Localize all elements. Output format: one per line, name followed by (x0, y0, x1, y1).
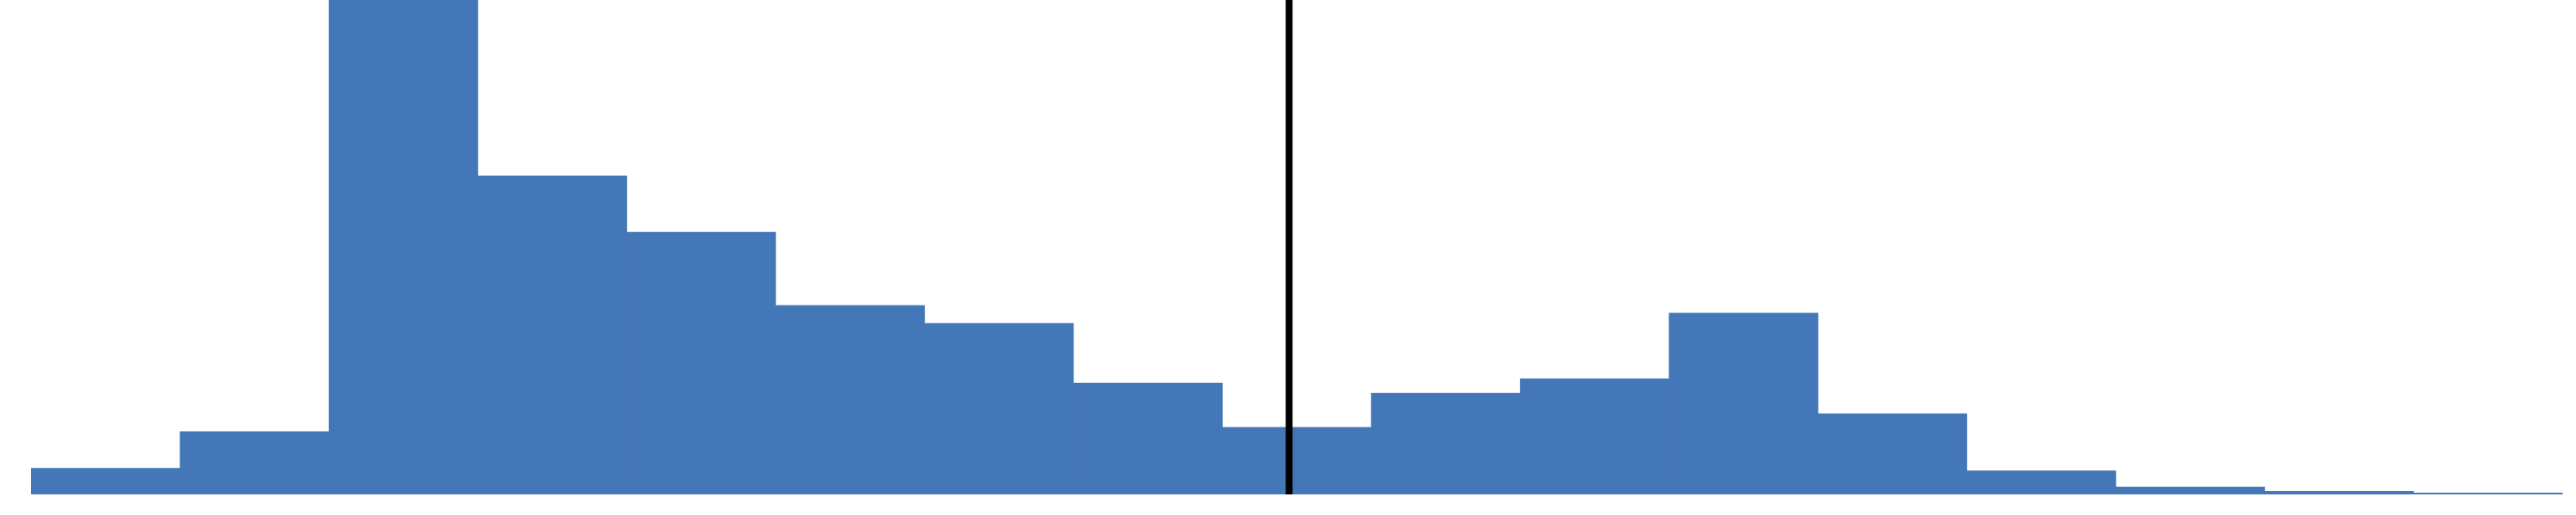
histogram-bar-8 (1072, 382, 1223, 494)
histogram-bar-16 (2264, 491, 2415, 494)
histogram-bar-3 (328, 0, 478, 494)
histogram-bar-14 (1966, 470, 2117, 494)
histogram-bar-9 (1222, 427, 1372, 494)
histogram-bar-10 (1370, 392, 1521, 494)
histogram-bar-11 (1520, 378, 1670, 494)
histogram-bar-5 (626, 232, 776, 494)
histogram-bar-1 (31, 468, 181, 494)
histogram-bars (31, 0, 2563, 494)
histogram-bar-6 (775, 305, 926, 494)
histogram-bar-17 (2413, 493, 2563, 494)
histogram-bar-2 (179, 431, 330, 494)
histogram-bar-7 (924, 323, 1074, 494)
histogram-bar-4 (477, 175, 628, 494)
histogram-bar-12 (1668, 312, 1819, 494)
histogram-bar-13 (1817, 413, 1967, 494)
histogram-bar-15 (2115, 487, 2265, 494)
